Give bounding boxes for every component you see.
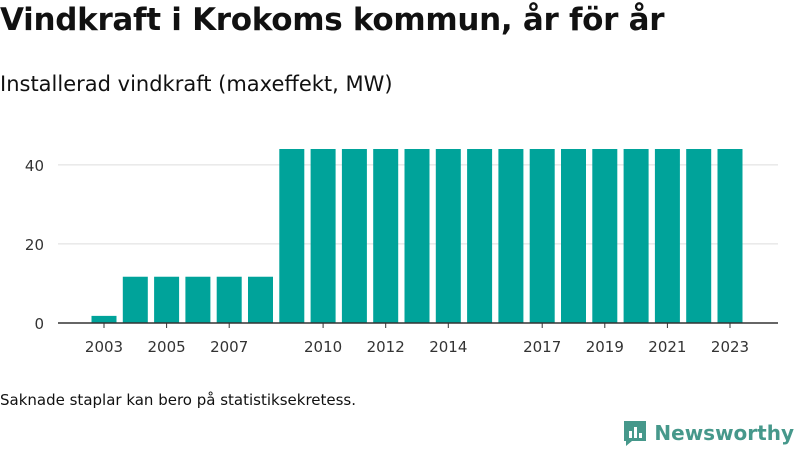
newsworthy-logo-icon [624,421,647,446]
brand-logo: Newsworthy [622,419,794,447]
bar [654,149,680,323]
y-tick-label: 40 [25,157,44,175]
x-tick-label: 2007 [210,338,248,356]
chart-title: Vindkraft i Krokoms kommun, år för år [0,2,665,38]
y-tick-label: 20 [25,236,44,254]
bar [154,276,180,323]
y-tick-label: 0 [34,315,44,333]
x-tick-label: 2014 [429,338,467,356]
bar [435,149,461,323]
bar [216,276,242,323]
bar [373,149,399,323]
bar [498,149,524,323]
bar [686,149,712,323]
bar [279,149,305,323]
bar [248,276,273,323]
x-tick-label: 2012 [367,338,405,356]
bar [91,315,117,323]
x-tick-label: 2017 [523,338,561,356]
bar [341,149,367,323]
bar [623,149,649,323]
x-tick-label: 2023 [711,338,749,356]
x-tick-label: 2010 [304,338,342,356]
bar [404,149,430,323]
chart-subtitle: Installerad vindkraft (maxeffekt, MW) [0,72,393,96]
bar [467,149,493,323]
bar-chart: 0 20 40 2003 2005 2007 2010 2012 2014 2017 2019 202… [25,149,778,356]
bar [310,149,336,323]
x-tick-label: 2019 [586,338,624,356]
x-tick-label: 2021 [648,338,686,356]
bar [717,149,743,323]
bar [185,276,211,323]
x-tick-label: 2003 [85,338,123,356]
bar [529,149,555,323]
footnote: Saknade staplar kan bero på statistiksek… [0,391,357,409]
brand-name: Newsworthy [654,421,794,445]
bar [592,149,618,323]
bar [122,276,148,323]
x-tick-label: 2005 [148,338,186,356]
bar [561,149,586,323]
